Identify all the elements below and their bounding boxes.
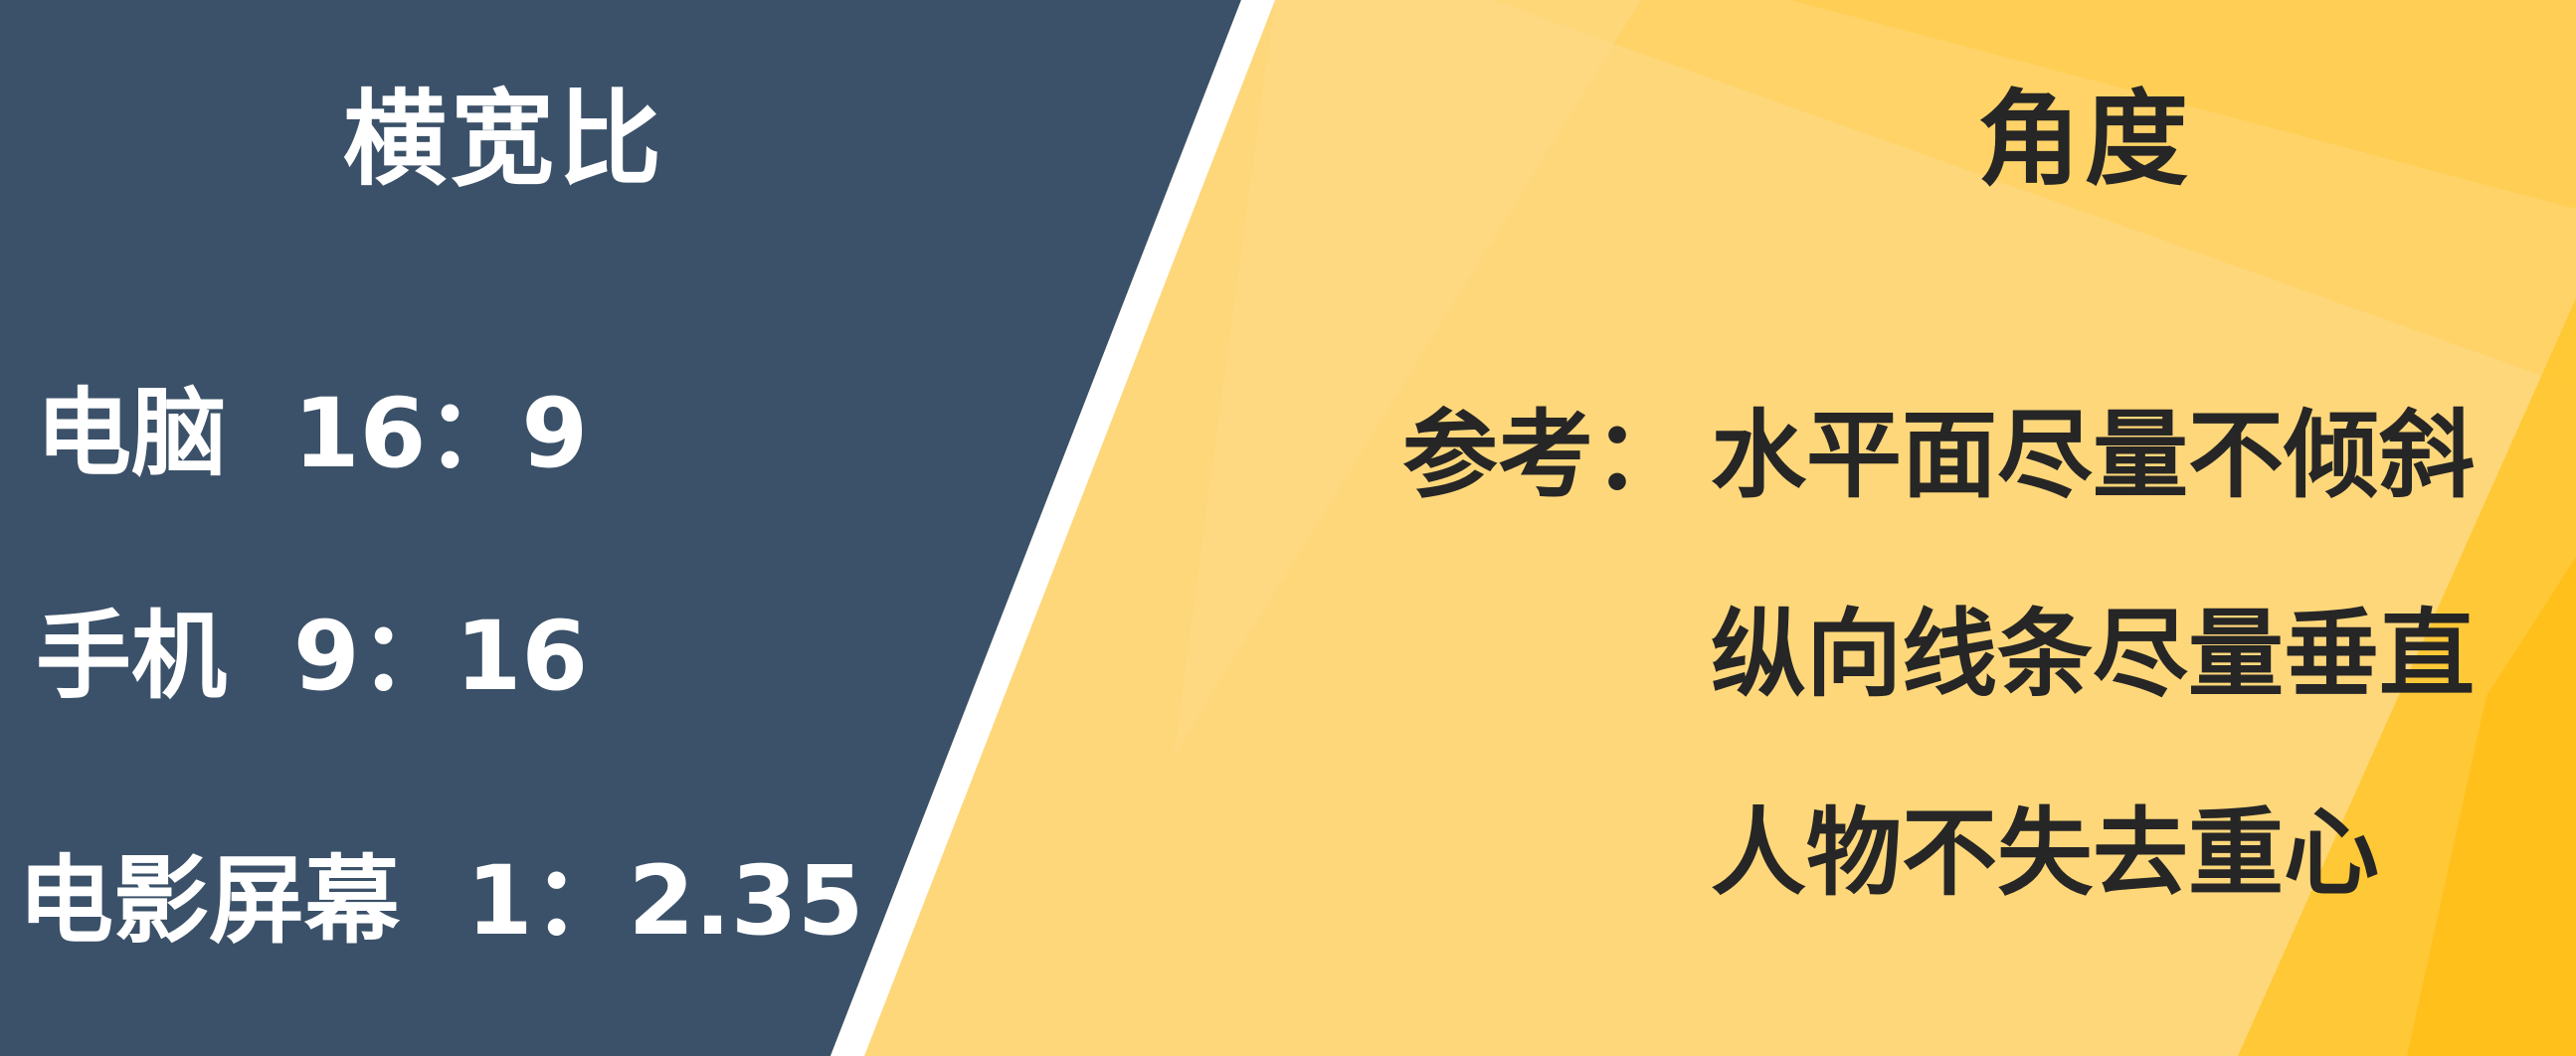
aspect-ratio-item-value: 1：2.35 [465,845,864,957]
aspect-ratio-item-cinema: 电影屏幕 1：2.35 [18,853,864,949]
angle-reference-prefix: 参考： [1402,400,1689,511]
aspect-ratio-item-computer: 电脑 16：9 [36,386,588,481]
shard-top-corner [1790,0,2576,209]
aspect-ratio-item-value: 16：9 [292,378,589,489]
aspect-ratio-item-label: 电脑 [36,378,227,489]
aspect-ratio-item-label: 电影屏幕 [18,845,400,957]
shard-left-light [1174,0,1641,756]
angle-title: 角度 [1977,79,2193,200]
angle-item-balance: 人物不失去重心 [1711,797,2379,909]
angle-item-horizontal: 水平面尽量不倾斜 [1711,400,2475,511]
shard-bottom-corner [2407,557,2576,1056]
aspect-ratio-item-phone: 手机 9：16 [36,609,588,704]
aspect-ratio-title: 横宽比 [343,79,666,200]
aspect-ratio-item-value: 9：16 [292,601,589,712]
aspect-ratio-item-label: 手机 [36,601,227,712]
angle-item-vertical: 纵向线条尽量垂直 [1711,599,2475,710]
